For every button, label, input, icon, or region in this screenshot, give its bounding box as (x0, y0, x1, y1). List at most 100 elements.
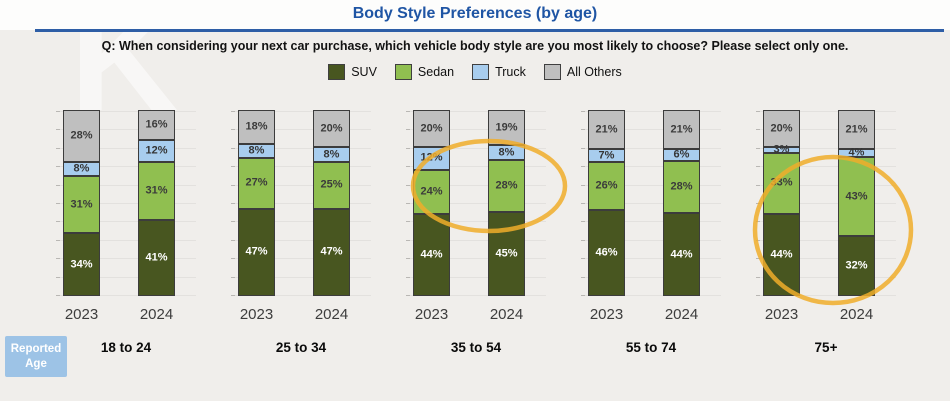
title-underline (35, 29, 944, 32)
year-axis-label: 2023 (64, 306, 99, 323)
gridline (756, 129, 896, 130)
age-group-label: 25 to 34 (275, 340, 327, 355)
gridline (581, 258, 721, 259)
segment-value-label: 44% (770, 248, 793, 261)
gridline (56, 129, 196, 130)
axis-tick (581, 148, 585, 149)
segment-value-label: 8% (248, 144, 265, 157)
axis-tick (231, 258, 235, 259)
stacked-bar-2024: 44% 28% 6% 21% (663, 110, 700, 296)
plot-area: 47% 27% 8% 18% 47% 25% 8% 20% (231, 110, 371, 296)
year-axis-label: 2023 (589, 306, 624, 323)
age-group-chart: 2023 2024 47% 27% 8% 18% 47% 25% 8% 20% (231, 110, 371, 340)
axis-tick (406, 277, 410, 278)
segment-value-label: 20% (320, 122, 343, 135)
age-group-label: 55 to 74 (625, 340, 677, 355)
axis-tick (581, 111, 585, 112)
axis-tick (406, 240, 410, 241)
segment-all-others: 21% (588, 110, 625, 150)
segment-value-label: 43% (845, 190, 868, 202)
segment-value-label: 27% (245, 176, 268, 189)
axis-tick (756, 277, 760, 278)
axis-tick (756, 258, 760, 259)
segment-value-label: 34% (70, 258, 93, 271)
segment-value-label: 20% (420, 122, 443, 135)
segment-truck: 4% (838, 147, 875, 158)
gridline (56, 240, 196, 241)
segment-truck: 6% (663, 148, 700, 161)
segment-suv: 46% (588, 210, 625, 296)
gridline (756, 111, 896, 112)
segment-value-label: 32% (845, 259, 868, 272)
axis-tick (756, 203, 760, 204)
axis-tick (231, 111, 235, 112)
gridline (231, 295, 371, 296)
axis-tick (581, 221, 585, 222)
segment-value-label: 28% (495, 179, 518, 192)
axis-tick (756, 166, 760, 167)
axis-tick (56, 277, 60, 278)
segment-truck: 8% (488, 145, 525, 161)
segment-sedan: 28% (663, 160, 700, 214)
page-title: Body Style Preferences (by age) (352, 5, 598, 22)
gridline (581, 203, 721, 204)
survey-question: Q: When considering your next car purcha… (101, 39, 849, 53)
reported-age-badge: Reported Age (5, 336, 67, 377)
segment-value-label: 6% (673, 148, 690, 161)
stacked-bar-2024: 32% 43% 4% 21% (838, 110, 875, 296)
sedan-swatch-icon (394, 64, 412, 80)
segment-sedan: 25% (313, 162, 350, 209)
segment-sedan: 33% (763, 152, 800, 215)
axis-tick (231, 277, 235, 278)
segment-value-label: 41% (145, 251, 168, 264)
segment-suv: 41% (138, 219, 175, 296)
axis-tick (231, 129, 235, 130)
segment-suv: 44% (413, 214, 450, 296)
gridline (231, 203, 371, 204)
segment-all-others: 16% (138, 110, 175, 140)
year-axis-label: 2023 (764, 306, 799, 323)
axis-tick (756, 148, 760, 149)
segment-truck: 8% (238, 143, 275, 159)
age-group-chart: 2023 2024 44% 33% 3% 20% 32% 43% 4% 21% (756, 110, 896, 340)
gridline (581, 221, 721, 222)
axis-tick (581, 185, 585, 186)
axis-tick (56, 111, 60, 112)
segment-value-label: 33% (770, 176, 793, 189)
segment-truck: 8% (63, 161, 100, 177)
legend-label: SUV (351, 65, 377, 79)
segment-truck: 7% (588, 149, 625, 163)
segment-value-label: 46% (595, 246, 618, 259)
segment-truck: 3% (763, 144, 800, 155)
year-axis-label: 2024 (839, 306, 874, 323)
axis-tick (56, 240, 60, 241)
gridline (581, 185, 721, 186)
segment-sedan: 28% (488, 160, 525, 213)
axis-tick (756, 111, 760, 112)
segment-sedan: 43% (838, 156, 875, 237)
axis-tick (56, 258, 60, 259)
gridline (231, 148, 371, 149)
axis-tick (406, 166, 410, 167)
gridline (231, 240, 371, 241)
age-group-label: 75+ (814, 340, 838, 355)
legend-item-sedan: Sedan (394, 64, 454, 80)
axis-tick (56, 295, 60, 296)
legend-item-truck: Truck (472, 64, 526, 80)
segment-value-label: 18% (245, 120, 268, 133)
year-axis-label: 2023 (414, 306, 449, 323)
segment-sedan: 31% (63, 176, 100, 234)
segment-value-label: 47% (320, 245, 343, 258)
stacked-bar-2024: 41% 31% 12% 16% (138, 110, 175, 296)
axis-tick (756, 185, 760, 186)
axis-tick (581, 277, 585, 278)
segment-truck: 12% (138, 139, 175, 163)
plot-area: 44% 24% 12% 20% 45% 28% 8% 19% (406, 110, 546, 296)
segment-value-label: 31% (70, 198, 93, 211)
segment-sedan: 31% (138, 162, 175, 220)
segment-suv: 47% (313, 208, 350, 296)
axis-tick (231, 203, 235, 204)
age-group-chart: 2023 2024 34% 31% 8% 28% 41% 31% 12% 16% (56, 110, 196, 340)
segment-value-label: 28% (70, 129, 93, 142)
year-axis-label: 2024 (664, 306, 699, 323)
